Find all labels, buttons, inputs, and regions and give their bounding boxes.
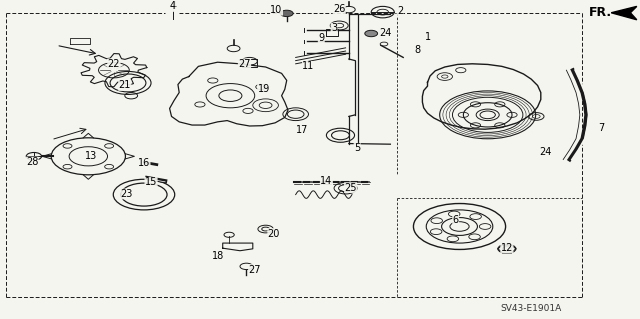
Text: 6: 6: [452, 215, 459, 225]
Text: 14: 14: [320, 176, 333, 186]
Text: 12: 12: [500, 243, 513, 253]
Text: 5: 5: [354, 143, 360, 153]
Text: 19: 19: [257, 84, 270, 94]
Text: 21: 21: [118, 80, 131, 91]
Text: 17: 17: [296, 125, 308, 135]
Text: 27: 27: [238, 59, 251, 69]
Text: 13: 13: [84, 151, 97, 161]
Text: 16: 16: [138, 158, 150, 168]
Text: 28: 28: [26, 157, 38, 167]
Text: 1: 1: [424, 32, 431, 42]
Text: 8: 8: [414, 45, 420, 56]
Text: 11: 11: [302, 61, 315, 71]
Text: 2: 2: [397, 5, 403, 16]
Text: 20: 20: [268, 228, 280, 239]
Text: SV43-E1901A: SV43-E1901A: [500, 304, 562, 313]
Text: 26: 26: [333, 4, 346, 14]
Text: 15: 15: [145, 177, 157, 188]
Circle shape: [280, 10, 293, 17]
Text: FR.: FR.: [589, 6, 612, 19]
Text: 23: 23: [120, 189, 133, 199]
Circle shape: [365, 30, 378, 37]
Text: 10: 10: [270, 5, 283, 15]
Text: 4: 4: [169, 1, 177, 11]
Text: 22: 22: [108, 59, 120, 69]
Text: 27: 27: [248, 264, 261, 275]
Text: 24: 24: [539, 147, 552, 158]
Text: 9: 9: [318, 33, 324, 43]
Text: 3: 3: [331, 23, 337, 33]
Text: 24: 24: [379, 28, 392, 39]
Text: 7: 7: [598, 122, 605, 133]
Polygon shape: [611, 6, 637, 20]
Text: 25: 25: [344, 182, 357, 193]
Text: 18: 18: [211, 251, 224, 261]
Text: 4: 4: [170, 1, 176, 11]
